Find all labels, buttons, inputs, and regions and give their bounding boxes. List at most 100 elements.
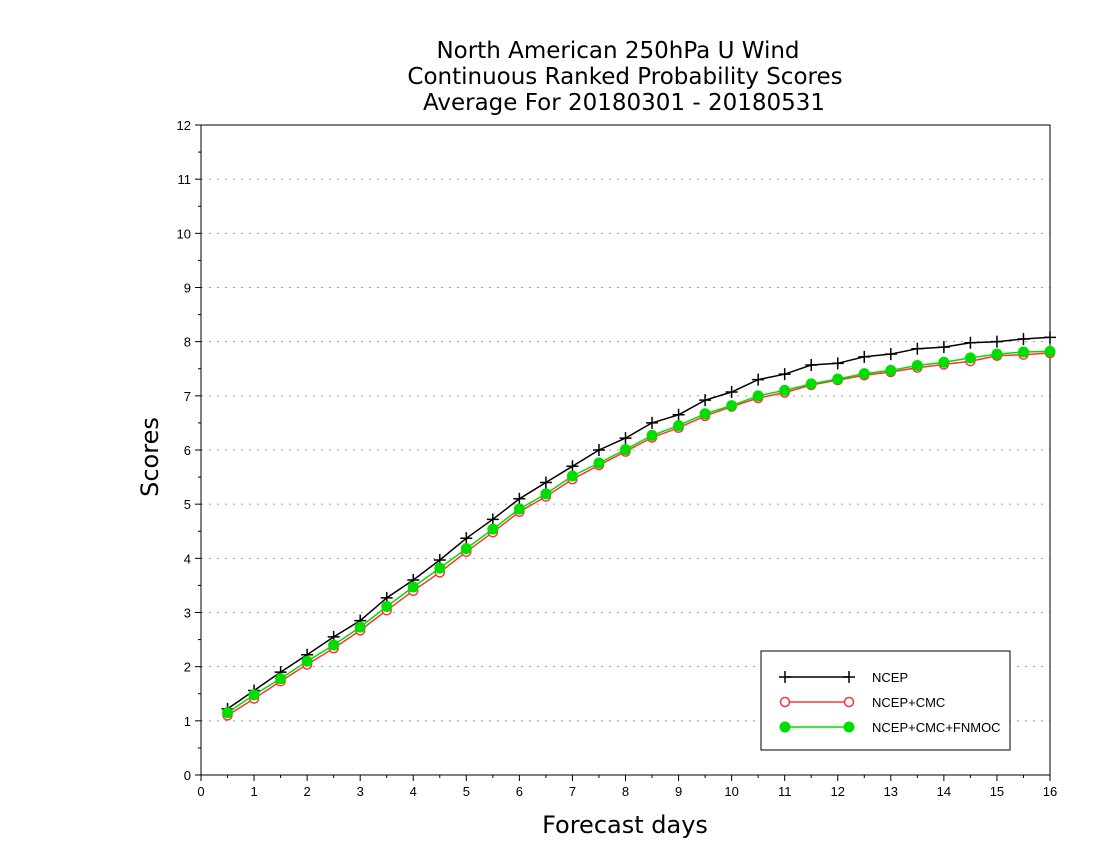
data-point-2-7 <box>407 581 419 593</box>
legend-box <box>760 650 1011 751</box>
x-tick-label-11: 11 <box>778 784 792 799</box>
data-point-0-11 <box>513 492 526 505</box>
data-point-2-31 <box>1044 345 1056 357</box>
data-point-2-16 <box>646 429 658 441</box>
title-line-2: Continuous Ranked Probability Scores <box>407 64 842 90</box>
data-point-0-24 <box>858 350 871 363</box>
y-tick-label-0: 0 <box>184 768 191 783</box>
data-point-2-15 <box>620 443 631 455</box>
data-point-2-8 <box>434 562 446 574</box>
data-point-2-29 <box>991 348 1003 360</box>
data-point-0-18 <box>699 394 712 407</box>
data-point-0-21 <box>778 368 791 381</box>
data-point-0-26 <box>911 342 924 355</box>
data-point-2-5 <box>354 621 366 633</box>
data-point-2-28 <box>964 352 976 364</box>
data-point-0-13 <box>566 460 579 473</box>
legend-label-2: NCEP+CMC+FNMOC <box>872 720 1001 735</box>
x-tick-label-10: 10 <box>724 784 738 799</box>
data-point-2-23 <box>832 373 844 385</box>
data-point-2-4 <box>328 639 340 651</box>
data-point-0-30 <box>1017 332 1030 345</box>
legend-marker-start-2 <box>779 721 791 733</box>
data-point-2-11 <box>513 503 525 515</box>
legend-marker-start-0 <box>779 671 791 683</box>
y-tick-label-5: 5 <box>184 497 191 512</box>
data-point-0-23 <box>831 357 844 370</box>
y-tick-label-6: 6 <box>184 443 191 458</box>
data-point-2-25 <box>885 364 897 376</box>
x-tick-label-13: 13 <box>884 784 898 799</box>
legend: NCEP NCEP+CMC NCEP+CMC+FNMOC <box>760 650 1011 751</box>
x-tick-label-8: 8 <box>622 784 629 799</box>
x-tick-label-1: 1 <box>250 784 257 799</box>
legend-label-1: NCEP+CMC <box>872 695 945 710</box>
data-point-2-1 <box>248 689 260 701</box>
data-point-2-9 <box>460 543 472 555</box>
data-point-2-2 <box>275 673 287 685</box>
legend-entry-0: NCEP <box>779 670 908 685</box>
data-point-0-12 <box>539 476 552 489</box>
data-point-2-18 <box>699 408 711 420</box>
x-tick-label-12: 12 <box>831 784 845 799</box>
data-point-0-14 <box>592 444 605 456</box>
legend-label-0: NCEP <box>872 670 908 685</box>
legend-marker-end-0 <box>843 671 855 683</box>
y-tick-label-11: 11 <box>178 172 192 187</box>
y-tick-label-1: 1 <box>184 714 191 729</box>
data-point-0-9 <box>460 532 473 545</box>
y-tick-label-10: 10 <box>177 226 191 241</box>
legend-marker-start-1 <box>779 696 791 708</box>
y-axis-label: Scores <box>136 417 164 497</box>
data-point-2-10 <box>487 523 499 535</box>
y-tick-label-8: 8 <box>184 335 191 350</box>
x-axis-label: Forecast days <box>542 811 708 839</box>
data-point-2-27 <box>938 356 950 368</box>
data-point-0-19 <box>725 386 738 399</box>
series-2 <box>222 345 1056 719</box>
x-tick-label-7: 7 <box>569 784 576 799</box>
data-point-2-3 <box>301 655 313 667</box>
legend-entry-1: NCEP+CMC <box>779 695 945 710</box>
title-line-1: North American 250hPa U Wind <box>436 38 799 64</box>
data-point-0-15 <box>619 432 632 445</box>
data-point-0-28 <box>964 336 977 349</box>
data-point-0-31 <box>1044 331 1056 344</box>
data-point-0-27 <box>937 341 950 354</box>
data-point-0-16 <box>646 416 659 429</box>
data-point-2-26 <box>911 360 923 371</box>
chart-title: North American 250hPa U Wind Continuous … <box>407 38 842 116</box>
series-layer <box>221 331 1056 721</box>
data-point-0-20 <box>752 373 765 386</box>
data-point-2-20 <box>752 390 764 402</box>
data-point-2-13 <box>566 470 578 482</box>
series-line-0 <box>227 336 1051 710</box>
data-point-2-21 <box>779 384 791 396</box>
data-point-0-10 <box>486 513 499 526</box>
data-point-2-0 <box>222 707 234 719</box>
y-tick-label-7: 7 <box>184 389 191 404</box>
x-tick-label-14: 14 <box>937 784 951 799</box>
x-tick-label-9: 9 <box>675 784 682 799</box>
data-point-2-14 <box>593 457 605 469</box>
x-tick-label-5: 5 <box>463 784 470 799</box>
x-tick-label-0: 0 <box>197 784 204 799</box>
data-point-2-17 <box>673 420 685 432</box>
y-tick-label-3: 3 <box>184 606 191 621</box>
data-point-0-29 <box>990 335 1003 348</box>
data-point-2-6 <box>381 601 393 613</box>
data-point-2-30 <box>1017 346 1029 358</box>
x-tick-label-2: 2 <box>304 784 311 799</box>
y-tick-label-4: 4 <box>184 551 191 566</box>
data-point-2-24 <box>858 368 870 380</box>
x-tick-label-15: 15 <box>990 784 1004 799</box>
y-tick-label-12: 12 <box>177 118 191 133</box>
y-tick-label-9: 9 <box>184 281 191 296</box>
x-tick-label-6: 6 <box>516 784 523 799</box>
data-point-2-22 <box>805 378 817 390</box>
title-line-3: Average For 20180301 - 20180531 <box>423 90 825 116</box>
legend-marker-end-1 <box>843 696 855 708</box>
data-point-2-12 <box>540 488 552 500</box>
x-tick-label-3: 3 <box>357 784 364 799</box>
